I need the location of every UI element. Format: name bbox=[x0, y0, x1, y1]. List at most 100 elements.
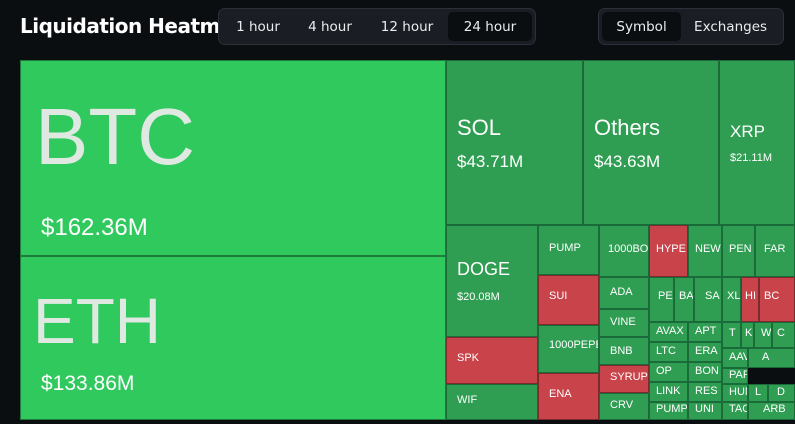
heatmap-cell-l[interactable]: L bbox=[748, 384, 768, 402]
heatmap-value-label: $43.63M bbox=[594, 152, 661, 171]
heatmap-symbol-label: NEW bbox=[695, 243, 721, 255]
heatmap-symbol-label: BNB bbox=[610, 345, 633, 357]
heatmap-cell-sui[interactable]: SUI bbox=[538, 275, 599, 325]
heatmap-value-label: $162.36M bbox=[41, 214, 148, 241]
heatmap-cell-pump[interactable]: PUMP bbox=[538, 225, 599, 275]
heatmap-symbol-label: ETH bbox=[33, 285, 161, 357]
heatmap-cell-xl[interactable]: XL bbox=[722, 277, 741, 322]
heatmap-cell-vine[interactable]: VINE bbox=[599, 309, 649, 337]
heatmap-cell-crv[interactable]: CRV bbox=[599, 393, 649, 420]
heatmap-symbol-label: XL bbox=[727, 290, 741, 302]
heatmap-cell-pump[interactable]: PUMP bbox=[649, 402, 688, 420]
heatmap-symbol-label: DOGE bbox=[457, 259, 511, 279]
heatmap-cell-pe[interactable]: PE bbox=[649, 277, 674, 322]
heatmap-symbol-label: ARB bbox=[763, 403, 786, 415]
heatmap-cell-1000bo[interactable]: 1000BO bbox=[599, 225, 649, 277]
heatmap-symbol-label: SYRUP bbox=[610, 371, 648, 383]
heatmap-symbol-label: SPK bbox=[457, 352, 480, 364]
heatmap-symbol-label: D bbox=[777, 386, 785, 398]
heatmap-symbol-label: SUI bbox=[549, 290, 568, 302]
heatmap-symbol-label: ERA bbox=[695, 345, 718, 357]
heatmap-symbol-label: AAV bbox=[729, 351, 747, 363]
heatmap-cell-hun[interactable]: HUN bbox=[722, 384, 748, 402]
heatmap-cell-tao[interactable]: TAO bbox=[722, 402, 748, 420]
heatmap-cell-uni[interactable]: UNI bbox=[688, 402, 722, 420]
heatmap-cell-wif[interactable]: WIF bbox=[446, 384, 538, 420]
view-exchanges-button[interactable]: Exchanges bbox=[694, 18, 768, 35]
heatmap-cell-spk[interactable]: SPK bbox=[446, 337, 538, 384]
heatmap-cell-par[interactable]: PAR bbox=[722, 368, 748, 384]
heatmap-symbol-label: BA bbox=[679, 290, 694, 302]
heatmap-symbol-label: PUMP bbox=[656, 403, 688, 415]
heatmap-symbol-label: C bbox=[777, 327, 785, 339]
heatmap-cell-ltc[interactable]: LTC bbox=[649, 342, 688, 362]
heatmap-cell-link[interactable]: LINK bbox=[649, 382, 688, 402]
heatmap-symbol-label: AVAX bbox=[656, 325, 684, 337]
heatmap-cell-sa[interactable]: SA bbox=[694, 277, 722, 322]
heatmap-cell-aav[interactable]: AAV bbox=[722, 348, 748, 368]
timeframe-24-hour-button[interactable]: 24 hour bbox=[448, 12, 532, 41]
heatmap-symbol-label: 1000PEPE bbox=[549, 339, 599, 351]
heatmap-symbol-label: PE bbox=[658, 290, 673, 302]
heatmap-cell-apt[interactable]: APT bbox=[688, 322, 722, 342]
heatmap-cell-k[interactable]: K bbox=[741, 322, 754, 348]
heatmap-symbol-label: APT bbox=[695, 325, 717, 337]
heatmap-cell-d[interactable]: D bbox=[768, 384, 795, 402]
heatmap-cell-a[interactable]: A bbox=[748, 348, 795, 368]
timeframe-4-hour-button[interactable]: 4 hour bbox=[308, 18, 352, 35]
heatmap-symbol-label: Others bbox=[594, 115, 661, 140]
heatmap-symbol-label: CRV bbox=[610, 399, 634, 411]
heatmap-cell-eth[interactable]: ETH $133.86M bbox=[20, 256, 446, 420]
heatmap-cell-bc[interactable]: BC bbox=[759, 277, 795, 322]
heatmap-value-label: $21.11M bbox=[730, 152, 772, 164]
timeframe-1-hour-button[interactable]: 1 hour bbox=[236, 18, 280, 35]
heatmap-cell-syrup[interactable]: SYRUP bbox=[599, 365, 649, 393]
heatmap-cell-others[interactable]: Others $43.63M bbox=[583, 60, 719, 225]
heatmap-cell-ba[interactable]: BA bbox=[674, 277, 694, 322]
heatmap-cell-hi[interactable]: HI bbox=[741, 277, 759, 322]
heatmap-cell-bnb[interactable]: BNB bbox=[599, 337, 649, 365]
heatmap-cell-bon[interactable]: BON bbox=[688, 362, 722, 382]
heatmap-symbol-label: PAR bbox=[729, 369, 747, 381]
heatmap-value-label: $20.08M bbox=[457, 291, 500, 303]
heatmap-cell-btc[interactable]: BTC $162.36M bbox=[20, 60, 446, 256]
heatmap-cell-c[interactable]: C bbox=[772, 322, 795, 348]
heatmap-symbol-label: A bbox=[762, 351, 770, 363]
heatmap-cell-w[interactable]: W bbox=[754, 322, 772, 348]
heatmap-cell-1000pepe[interactable]: 1000PEPE bbox=[538, 325, 599, 373]
timeframe-selector: 1 hour 4 hour 12 hour 24 hour bbox=[218, 8, 536, 45]
heatmap-symbol-label: BC bbox=[764, 290, 780, 302]
heatmap-cell-res[interactable]: RES bbox=[688, 382, 722, 402]
heatmap-symbol-label: W bbox=[761, 327, 772, 339]
heatmap-cell-new[interactable]: NEW bbox=[688, 225, 722, 277]
heatmap-cell-hype[interactable]: HYPE bbox=[649, 225, 688, 277]
heatmap-symbol-label: TAO bbox=[729, 403, 747, 415]
heatmap-symbol-label: HI bbox=[745, 290, 756, 302]
heatmap-cell-pen[interactable]: PEN bbox=[722, 225, 755, 277]
heatmap-symbol-label: T bbox=[729, 327, 736, 339]
heatmap-symbol-label: BON bbox=[695, 365, 719, 377]
heatmap-symbol-label: RES bbox=[695, 385, 718, 397]
heatmap-cell-sol[interactable]: SOL $43.71M bbox=[446, 60, 583, 225]
timeframe-12-hour-button[interactable]: 12 hour bbox=[380, 18, 434, 35]
heatmap-cell-far[interactable]: FAR bbox=[755, 225, 795, 277]
heatmap-symbol-label: LTC bbox=[656, 345, 676, 357]
view-symbol-button[interactable]: Symbol bbox=[602, 12, 682, 41]
heatmap-symbol-label: BTC bbox=[35, 92, 195, 181]
heatmap-symbol-label: ADA bbox=[610, 286, 633, 298]
heatmap-cell-ada[interactable]: ADA bbox=[599, 277, 649, 309]
heatmap-cell-avax[interactable]: AVAX bbox=[649, 322, 688, 342]
heatmap-symbol-label: FAR bbox=[764, 243, 786, 255]
heatmap-cell-era[interactable]: ERA bbox=[688, 342, 722, 362]
heatmap-cell-xrp[interactable]: XRP $21.11M bbox=[719, 60, 795, 225]
heatmap-cell-ena[interactable]: ENA bbox=[538, 373, 599, 420]
heatmap-cell-arb[interactable]: ARB bbox=[748, 402, 795, 420]
heatmap-symbol-label: HYPE bbox=[656, 243, 686, 255]
heatmap-symbol-label: HUN bbox=[729, 386, 747, 398]
heatmap-cell-t[interactable]: T bbox=[722, 322, 741, 348]
heatmap-cell-op[interactable]: OP bbox=[649, 362, 688, 382]
heatmap-cell-doge[interactable]: DOGE $20.08M bbox=[446, 225, 538, 337]
heatmap-symbol-label: 1000BO bbox=[608, 243, 649, 255]
heatmap-symbol-label: LINK bbox=[656, 385, 681, 397]
heatmap-symbol-label: UNI bbox=[695, 403, 714, 415]
